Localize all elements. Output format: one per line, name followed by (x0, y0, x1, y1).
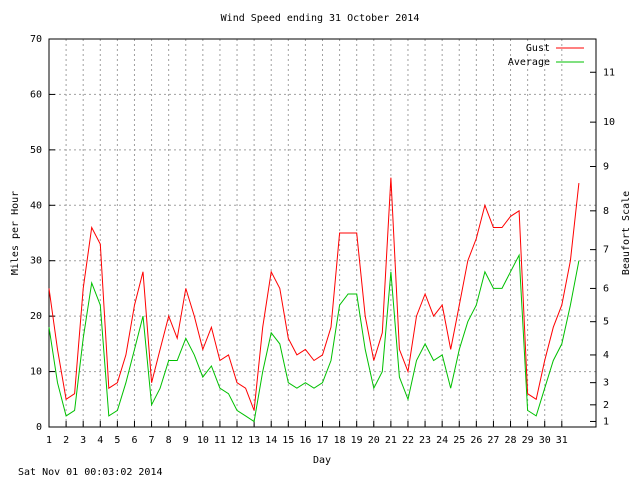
x-tick-label: 15 (282, 435, 294, 446)
y-tick-label: 70 (30, 34, 42, 45)
y2-tick-label: 1 (603, 416, 609, 427)
x-tick-label: 11 (214, 435, 226, 446)
x-tick-label: 22 (402, 435, 414, 446)
x-tick-label: 10 (197, 435, 209, 446)
y2-tick-label: 10 (603, 117, 615, 128)
x-tick-label: 18 (334, 435, 346, 446)
x-tick-label: 1 (46, 435, 52, 446)
x-tick-label: 17 (316, 435, 328, 446)
x-tick-label: 28 (505, 435, 517, 446)
x-tick-label: 19 (351, 435, 363, 446)
y2-tick-label: 8 (603, 206, 609, 217)
y2-axis-label: Beaufort Scale (621, 191, 632, 275)
data-line (48, 177, 580, 411)
x-tick-label: 13 (248, 435, 260, 446)
y-tick-label: 50 (30, 145, 42, 156)
y2-tick-label: 3 (603, 378, 609, 389)
x-tick-label: 31 (556, 435, 568, 446)
legend-label: Average (508, 57, 550, 68)
plot-frame (48, 38, 597, 428)
y-tick-label: 60 (30, 89, 42, 100)
y-tick-label: 0 (36, 422, 42, 433)
x-tick-label: 14 (265, 435, 277, 446)
y2-tick-label: 11 (603, 67, 615, 78)
y-tick-label: 20 (30, 311, 42, 322)
y2-tick-label: 7 (603, 245, 609, 256)
x-tick-label: 23 (419, 435, 431, 446)
x-tick-label: 24 (436, 435, 448, 446)
x-tick-label: 4 (97, 435, 103, 446)
y2-tick-label: 5 (603, 317, 609, 328)
x-tick-label: 8 (166, 435, 172, 446)
y-axis-label: Miles per Hour (10, 191, 21, 275)
legend-label: Gust (526, 43, 550, 54)
data-line (48, 253, 580, 423)
x-tick-label: 20 (368, 435, 380, 446)
x-tick-label: 6 (131, 435, 137, 446)
y-tick-label: 10 (30, 367, 42, 378)
y2-tick-label: 6 (603, 283, 609, 294)
x-tick-label: 7 (149, 435, 155, 446)
chart-title: Wind Speed ending 31 October 2014 (221, 13, 420, 24)
x-tick-label: 21 (385, 435, 397, 446)
x-tick-label: 5 (114, 435, 120, 446)
x-tick-label: 27 (487, 435, 499, 446)
x-tick-label: 29 (522, 435, 534, 446)
footer: Sat Nov 01 00:03:02 2014 (18, 467, 163, 478)
x-tick-label: 2 (63, 435, 69, 446)
y2-tick-label: 4 (603, 350, 609, 361)
x-tick-label: 3 (80, 435, 86, 446)
x-tick-label: 25 (453, 435, 465, 446)
y-tick-label: 30 (30, 256, 42, 267)
x-tick-label: 30 (539, 435, 551, 446)
y-tick-label: 40 (30, 200, 42, 211)
x-tick-label: 16 (299, 435, 311, 446)
x-tick-label: 12 (231, 435, 243, 446)
y2-tick-label: 2 (603, 400, 609, 411)
x-axis-label: Day (313, 455, 331, 466)
y2-tick-label: 9 (603, 161, 609, 172)
x-tick-label: 26 (470, 435, 482, 446)
x-tick-label: 9 (183, 435, 189, 446)
